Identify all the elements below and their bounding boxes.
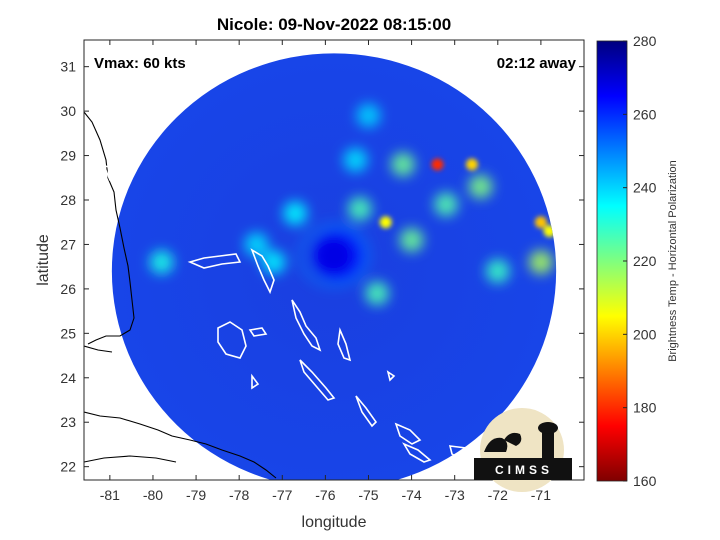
cuba-south — [84, 455, 177, 463]
y-tick-label: 29 — [60, 148, 76, 164]
land-outlines — [84, 111, 277, 479]
x-axis: -81 -80 -79 -78 -77 -76 -75 -74 -73 -72 -71 — [100, 40, 551, 503]
nassau — [248, 327, 268, 337]
satellite-dish-icon-2 — [504, 432, 522, 446]
cat-island — [337, 327, 352, 362]
inagua — [448, 445, 478, 461]
colorbar-tick-label: 260 — [633, 106, 657, 122]
y-tick-label: 28 — [60, 192, 76, 208]
exuma — [299, 359, 336, 401]
x-tick-label: -72 — [488, 487, 508, 503]
x-tick-label: -77 — [272, 487, 292, 503]
x-tick-label: -76 — [315, 487, 335, 503]
time-away-annotation: 02:12 away — [497, 55, 577, 72]
swath-detail — [149, 103, 557, 306]
tb-feature — [434, 192, 459, 217]
tb-feature — [283, 201, 308, 226]
y-tick-label: 24 — [60, 370, 76, 386]
florida-coast-east — [102, 164, 125, 190]
colorbar-tick-label: 240 — [633, 180, 657, 196]
x-tick-label: -78 — [229, 487, 249, 503]
y-tick-label: 27 — [60, 236, 76, 252]
x-tick-label: -75 — [358, 487, 378, 503]
logo-text: CIMSS — [495, 463, 553, 477]
colorbar-tick-label: 200 — [633, 326, 657, 342]
colorbar-tick-label: 220 — [633, 253, 657, 269]
plot-area — [84, 40, 584, 480]
x-tick-label: -80 — [143, 487, 163, 503]
water-tower-icon — [542, 430, 554, 458]
florida-keys — [84, 345, 113, 353]
colorbar-tick-label: 160 — [633, 473, 657, 489]
x-tick-label: -73 — [445, 487, 465, 503]
tb-feature — [149, 250, 174, 275]
y-tick-label: 31 — [60, 59, 76, 75]
tb-feature — [261, 250, 286, 275]
satellite-dish-icon — [484, 437, 508, 452]
bahamas-islands — [88, 164, 478, 463]
eyewall-ring — [297, 222, 371, 289]
colorbar-tick-label: 180 — [633, 400, 657, 416]
berry-islands — [251, 373, 260, 390]
colorbar-ticks: 160 180 200 220 240 260 280 — [623, 33, 657, 489]
tb-feature — [379, 216, 392, 229]
x-axis-label: longitude — [302, 514, 367, 531]
tb-feature — [534, 216, 547, 229]
tb-feature — [365, 281, 390, 306]
colorbar — [596, 40, 628, 482]
tb-feature — [528, 250, 553, 275]
cimss-logo: CIMSS — [474, 408, 572, 492]
abaco — [250, 248, 275, 295]
long-island — [355, 395, 378, 428]
florida-outline — [84, 111, 135, 345]
x-tick-label: -79 — [186, 487, 206, 503]
x-tick-label: -81 — [100, 487, 120, 503]
vmax-annotation: Vmax: 60 kts — [94, 55, 186, 72]
cuba-outline — [84, 411, 277, 479]
tb-feature — [347, 196, 372, 221]
crooked-island — [394, 422, 422, 445]
x-tick-label: -71 — [531, 487, 551, 503]
tb-feature — [356, 103, 381, 128]
storm-eye — [316, 237, 352, 274]
grand-bahama — [187, 253, 242, 269]
florida-coast-south — [88, 316, 102, 330]
y-tick-label: 30 — [60, 103, 76, 119]
tb-feature — [485, 259, 510, 284]
tb-feature — [390, 152, 415, 177]
chart-title: Nicole: 09-Nov-2022 08:15:00 — [217, 15, 451, 34]
y-tick-label: 23 — [60, 414, 76, 430]
tb-feature — [431, 158, 444, 171]
tb-feature — [468, 174, 493, 199]
andros — [217, 321, 247, 359]
y-axis-label: latitude — [35, 234, 52, 286]
plot-frame — [83, 39, 585, 481]
tb-feature — [465, 158, 478, 171]
san-salvador — [386, 370, 396, 382]
colorbar-tick-label: 280 — [633, 33, 657, 49]
tb-feature — [343, 148, 368, 172]
x-tick-label: -74 — [401, 487, 421, 503]
tb-feature — [399, 228, 424, 252]
logo-band — [474, 458, 572, 480]
colorbar-label: Brightness Temp - Horizontal Polarizatio… — [667, 160, 679, 362]
ragged-islands — [402, 442, 432, 463]
y-tick-label: 22 — [60, 459, 76, 475]
water-tower-tank-icon — [538, 422, 558, 434]
eleuthera — [291, 299, 322, 352]
y-tick-label: 26 — [60, 281, 76, 297]
y-axis: 22 23 24 25 26 27 28 29 30 31 — [60, 59, 584, 475]
tb-feature — [244, 232, 269, 257]
y-tick-label: 25 — [60, 325, 76, 341]
